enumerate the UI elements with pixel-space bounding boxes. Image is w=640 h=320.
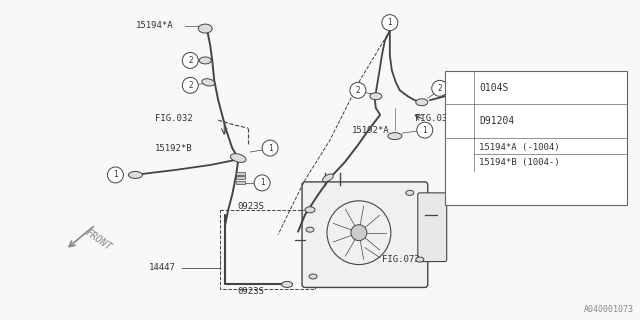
Text: 1: 1 bbox=[422, 126, 427, 135]
Ellipse shape bbox=[388, 132, 402, 140]
Text: 2: 2 bbox=[188, 56, 193, 65]
Ellipse shape bbox=[305, 207, 315, 213]
Circle shape bbox=[108, 167, 124, 183]
Ellipse shape bbox=[282, 282, 292, 287]
Bar bbox=[236, 176, 244, 180]
Circle shape bbox=[382, 15, 398, 31]
Circle shape bbox=[182, 52, 198, 68]
Text: 2: 2 bbox=[458, 116, 463, 125]
Text: 1: 1 bbox=[388, 18, 392, 27]
Circle shape bbox=[351, 225, 367, 241]
Text: 2: 2 bbox=[188, 81, 193, 90]
FancyBboxPatch shape bbox=[302, 182, 428, 287]
Circle shape bbox=[254, 175, 270, 191]
Circle shape bbox=[454, 114, 467, 128]
Text: 0923S: 0923S bbox=[237, 287, 264, 296]
Ellipse shape bbox=[202, 79, 214, 86]
Circle shape bbox=[486, 79, 502, 95]
Text: 15192*A: 15192*A bbox=[352, 126, 390, 135]
Circle shape bbox=[350, 82, 366, 98]
Circle shape bbox=[182, 77, 198, 93]
Bar bbox=[236, 181, 244, 184]
Ellipse shape bbox=[199, 57, 211, 64]
Bar bbox=[236, 172, 244, 175]
Text: A040001073: A040001073 bbox=[584, 305, 634, 314]
Ellipse shape bbox=[230, 154, 246, 162]
Ellipse shape bbox=[466, 92, 477, 98]
Text: 1: 1 bbox=[268, 144, 273, 153]
Ellipse shape bbox=[198, 24, 212, 33]
Circle shape bbox=[432, 80, 448, 96]
Ellipse shape bbox=[323, 174, 333, 182]
Text: 0104S: 0104S bbox=[479, 83, 509, 92]
Ellipse shape bbox=[370, 93, 382, 100]
Text: D91204: D91204 bbox=[479, 116, 515, 126]
Text: 15194*A (-1004): 15194*A (-1004) bbox=[479, 143, 560, 152]
Circle shape bbox=[454, 148, 467, 161]
Text: 2: 2 bbox=[437, 84, 442, 93]
Ellipse shape bbox=[306, 227, 314, 232]
Text: 2: 2 bbox=[356, 86, 360, 95]
Ellipse shape bbox=[416, 257, 424, 262]
Text: 3: 3 bbox=[458, 150, 463, 159]
Text: 1: 1 bbox=[260, 179, 264, 188]
Text: 1: 1 bbox=[458, 83, 463, 92]
Text: 1: 1 bbox=[113, 171, 118, 180]
Text: 15192*B: 15192*B bbox=[156, 144, 193, 153]
FancyBboxPatch shape bbox=[445, 71, 627, 204]
Ellipse shape bbox=[416, 99, 428, 106]
Text: 15194*A: 15194*A bbox=[136, 21, 173, 30]
Text: 0923S: 0923S bbox=[237, 202, 264, 211]
Text: 15194*B (1004-): 15194*B (1004-) bbox=[479, 158, 560, 167]
Text: 15192*C: 15192*C bbox=[479, 104, 517, 113]
Circle shape bbox=[417, 122, 433, 138]
Circle shape bbox=[454, 81, 467, 94]
Text: 14447: 14447 bbox=[148, 263, 175, 272]
Text: FRONT: FRONT bbox=[83, 227, 113, 252]
Ellipse shape bbox=[406, 190, 414, 195]
Text: FIG.032: FIG.032 bbox=[156, 114, 193, 123]
Ellipse shape bbox=[309, 274, 317, 279]
Ellipse shape bbox=[129, 172, 142, 179]
Text: 3: 3 bbox=[492, 83, 497, 92]
Circle shape bbox=[262, 140, 278, 156]
Text: FIG.032: FIG.032 bbox=[415, 114, 452, 123]
Text: FIG.073: FIG.073 bbox=[382, 255, 419, 264]
FancyBboxPatch shape bbox=[418, 193, 447, 261]
